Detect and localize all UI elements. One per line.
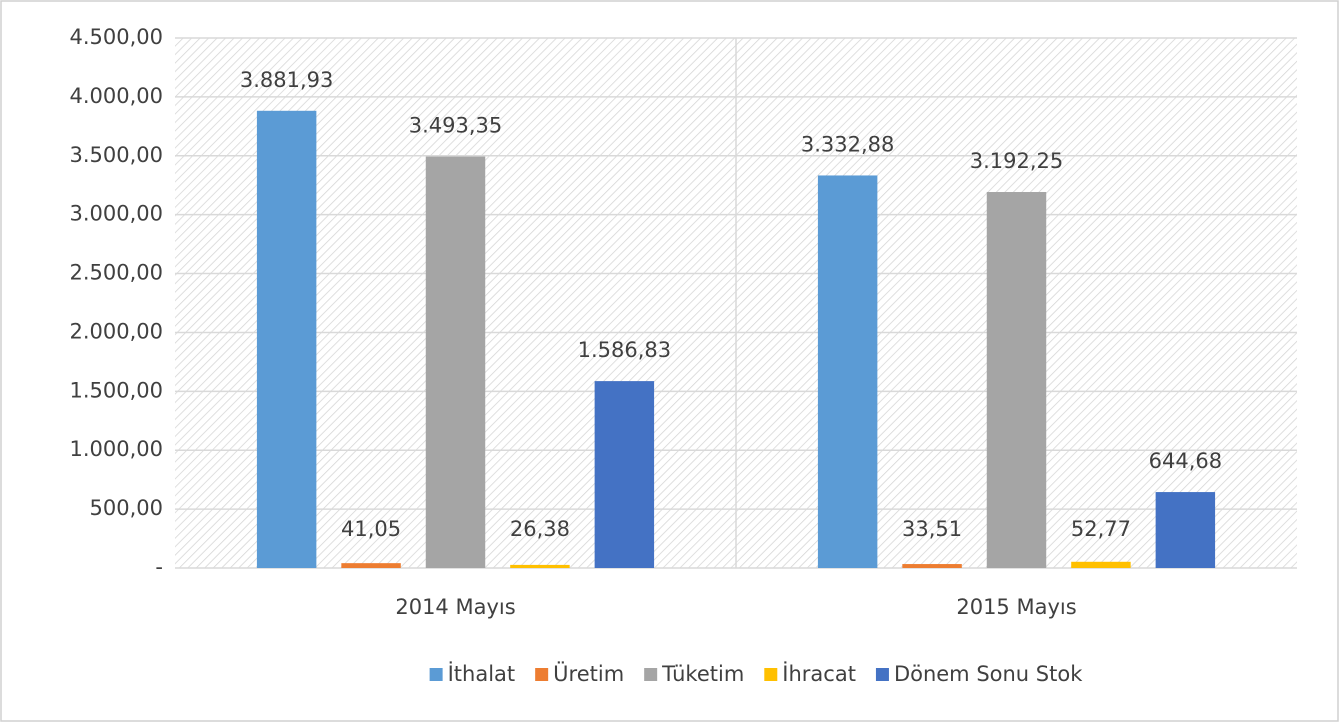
value-label: 41,05: [341, 517, 401, 541]
y-tick-label: 2.000,00: [69, 319, 163, 343]
bar: [902, 564, 962, 568]
x-tick-label: 2015 Mayıs: [956, 595, 1076, 619]
legend-label: İhracat: [782, 661, 856, 686]
legend-label: İthalat: [448, 661, 516, 686]
y-tick-label: 4.500,00: [69, 25, 163, 49]
y-tick-label: 2.500,00: [69, 261, 163, 285]
legend-swatch: [535, 668, 549, 681]
legend-label: Üretim: [553, 661, 624, 686]
bar: [510, 564, 570, 568]
value-label: 3.881,93: [240, 68, 334, 92]
legend-label: Tüketim: [661, 662, 744, 686]
value-label: 52,77: [1071, 517, 1131, 541]
legend-label: Dönem Sonu Stok: [894, 662, 1083, 686]
value-label: 26,38: [510, 517, 570, 541]
value-label: 3.192,25: [970, 149, 1064, 173]
value-label: 644,68: [1149, 449, 1222, 473]
x-tick-label: 2014 Mayıs: [395, 595, 515, 619]
bar: [425, 156, 486, 568]
bar: [1071, 561, 1131, 568]
value-label: 33,51: [902, 517, 962, 541]
value-label: 3.332,88: [801, 132, 895, 156]
y-tick-label: 500,00: [90, 496, 163, 520]
legend-swatch: [429, 668, 443, 681]
legend-swatch: [875, 668, 889, 681]
bar: [1155, 492, 1216, 568]
bar: [986, 192, 1047, 568]
y-tick-label: 4.000,00: [69, 84, 163, 108]
y-tick-label: -: [155, 555, 163, 579]
y-tick-label: 3.000,00: [69, 202, 163, 226]
legend-swatch: [764, 668, 778, 681]
y-tick-label: 3.500,00: [69, 143, 163, 167]
bar: [594, 381, 655, 568]
y-tick-label: 1.500,00: [69, 378, 163, 402]
bar: [256, 110, 317, 568]
bar: [341, 563, 401, 568]
value-label: 1.586,83: [578, 338, 672, 362]
bar: [817, 175, 878, 568]
legend-swatch: [644, 668, 658, 681]
value-label: 3.493,35: [409, 114, 503, 138]
y-tick-label: 1.000,00: [69, 437, 163, 461]
